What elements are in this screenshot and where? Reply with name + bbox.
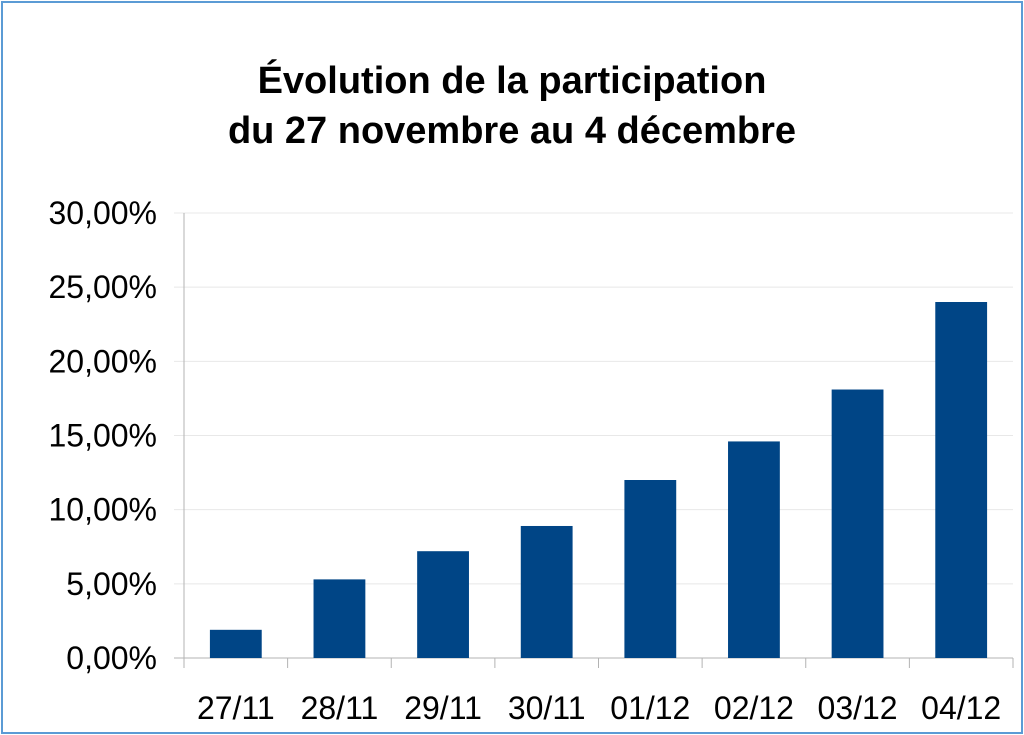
- bar-02/12: [728, 441, 780, 658]
- bar-01/12: [624, 480, 677, 658]
- x-axis-tick-labels: 27/11 28/11 29/11 30/11 01/12 02/12 03/12 04/12: [197, 690, 1001, 726]
- y-tick-label: 15,00%: [48, 418, 157, 454]
- bar-03/12: [831, 389, 884, 658]
- x-tick-label: 29/11: [404, 690, 482, 726]
- grid-lines: [174, 212, 1013, 659]
- bar-29/11: [417, 551, 469, 658]
- y-tick-label: 10,00%: [48, 492, 157, 528]
- x-tick-label: 27/11: [197, 690, 275, 726]
- bars: [209, 302, 988, 658]
- bar-27/11: [209, 629, 262, 658]
- chart-title-line-1: Évolution de la participation: [257, 60, 767, 102]
- y-axis-tick-labels: 0,00% 5,00% 10,00% 15,00% 20,00% 25,00% 30,00%: [48, 195, 157, 676]
- x-tick-label: 30/11: [508, 690, 586, 726]
- y-tick-label: 30,00%: [48, 195, 157, 231]
- x-tick-label: 03/12: [818, 690, 898, 726]
- bar-30/11: [520, 525, 573, 658]
- axes: [183, 213, 1014, 668]
- x-tick-label: 02/12: [714, 690, 794, 726]
- x-tick-label: 28/11: [301, 690, 379, 726]
- y-tick-label: 5,00%: [66, 566, 157, 602]
- y-tick-label: 25,00%: [48, 269, 157, 305]
- chart-title: Évolution de la participation du 27 nove…: [0, 56, 1024, 156]
- chart-title-line-2: du 27 novembre au 4 décembre: [227, 110, 797, 152]
- x-tick-label: 04/12: [921, 690, 1001, 726]
- y-tick-label: 20,00%: [48, 343, 157, 379]
- bar-28/11: [313, 579, 366, 658]
- bar-04/12: [935, 302, 988, 658]
- x-tick-label: 01/12: [610, 690, 690, 726]
- y-tick-label: 0,00%: [66, 640, 157, 676]
